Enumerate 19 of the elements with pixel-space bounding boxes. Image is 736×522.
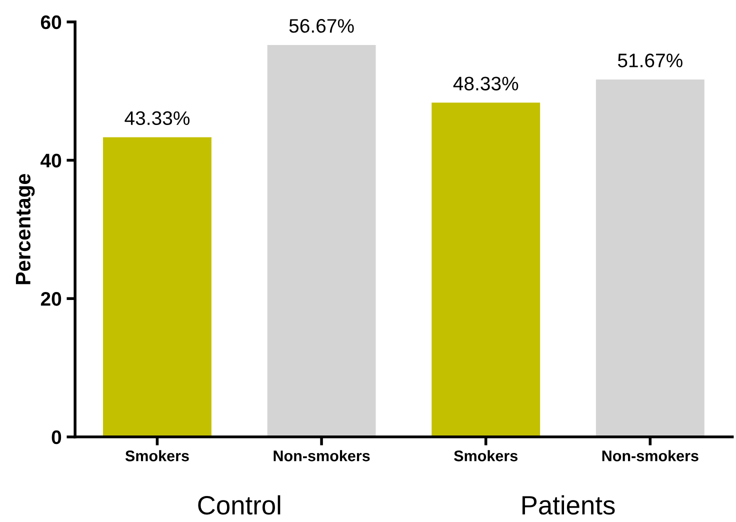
y-tick-label: 20: [40, 292, 62, 306]
data-label: 56.67%: [289, 19, 354, 33]
x-tick-label: Non-smokers: [602, 450, 698, 462]
y-tick-label: 60: [40, 15, 62, 30]
text: Control: [198, 495, 280, 515]
x-tick-label: Smokers: [125, 450, 189, 462]
bar: [267, 44, 376, 437]
data-label: 43.33%: [124, 111, 190, 126]
bar: [103, 137, 212, 437]
data-label: 51.67%: [618, 54, 682, 68]
bar: [596, 80, 704, 437]
x-tick-label: Non-smokers: [274, 450, 370, 462]
y-axis-title: Percentage: [16, 174, 35, 284]
bar: [432, 102, 540, 437]
y-tick-label: 40: [40, 154, 62, 168]
y-tick-label: 0: [52, 430, 62, 444]
text: Patients: [522, 495, 615, 515]
x-tick-label: Smokers: [454, 450, 518, 462]
data-label: 48.33%: [453, 76, 518, 90]
